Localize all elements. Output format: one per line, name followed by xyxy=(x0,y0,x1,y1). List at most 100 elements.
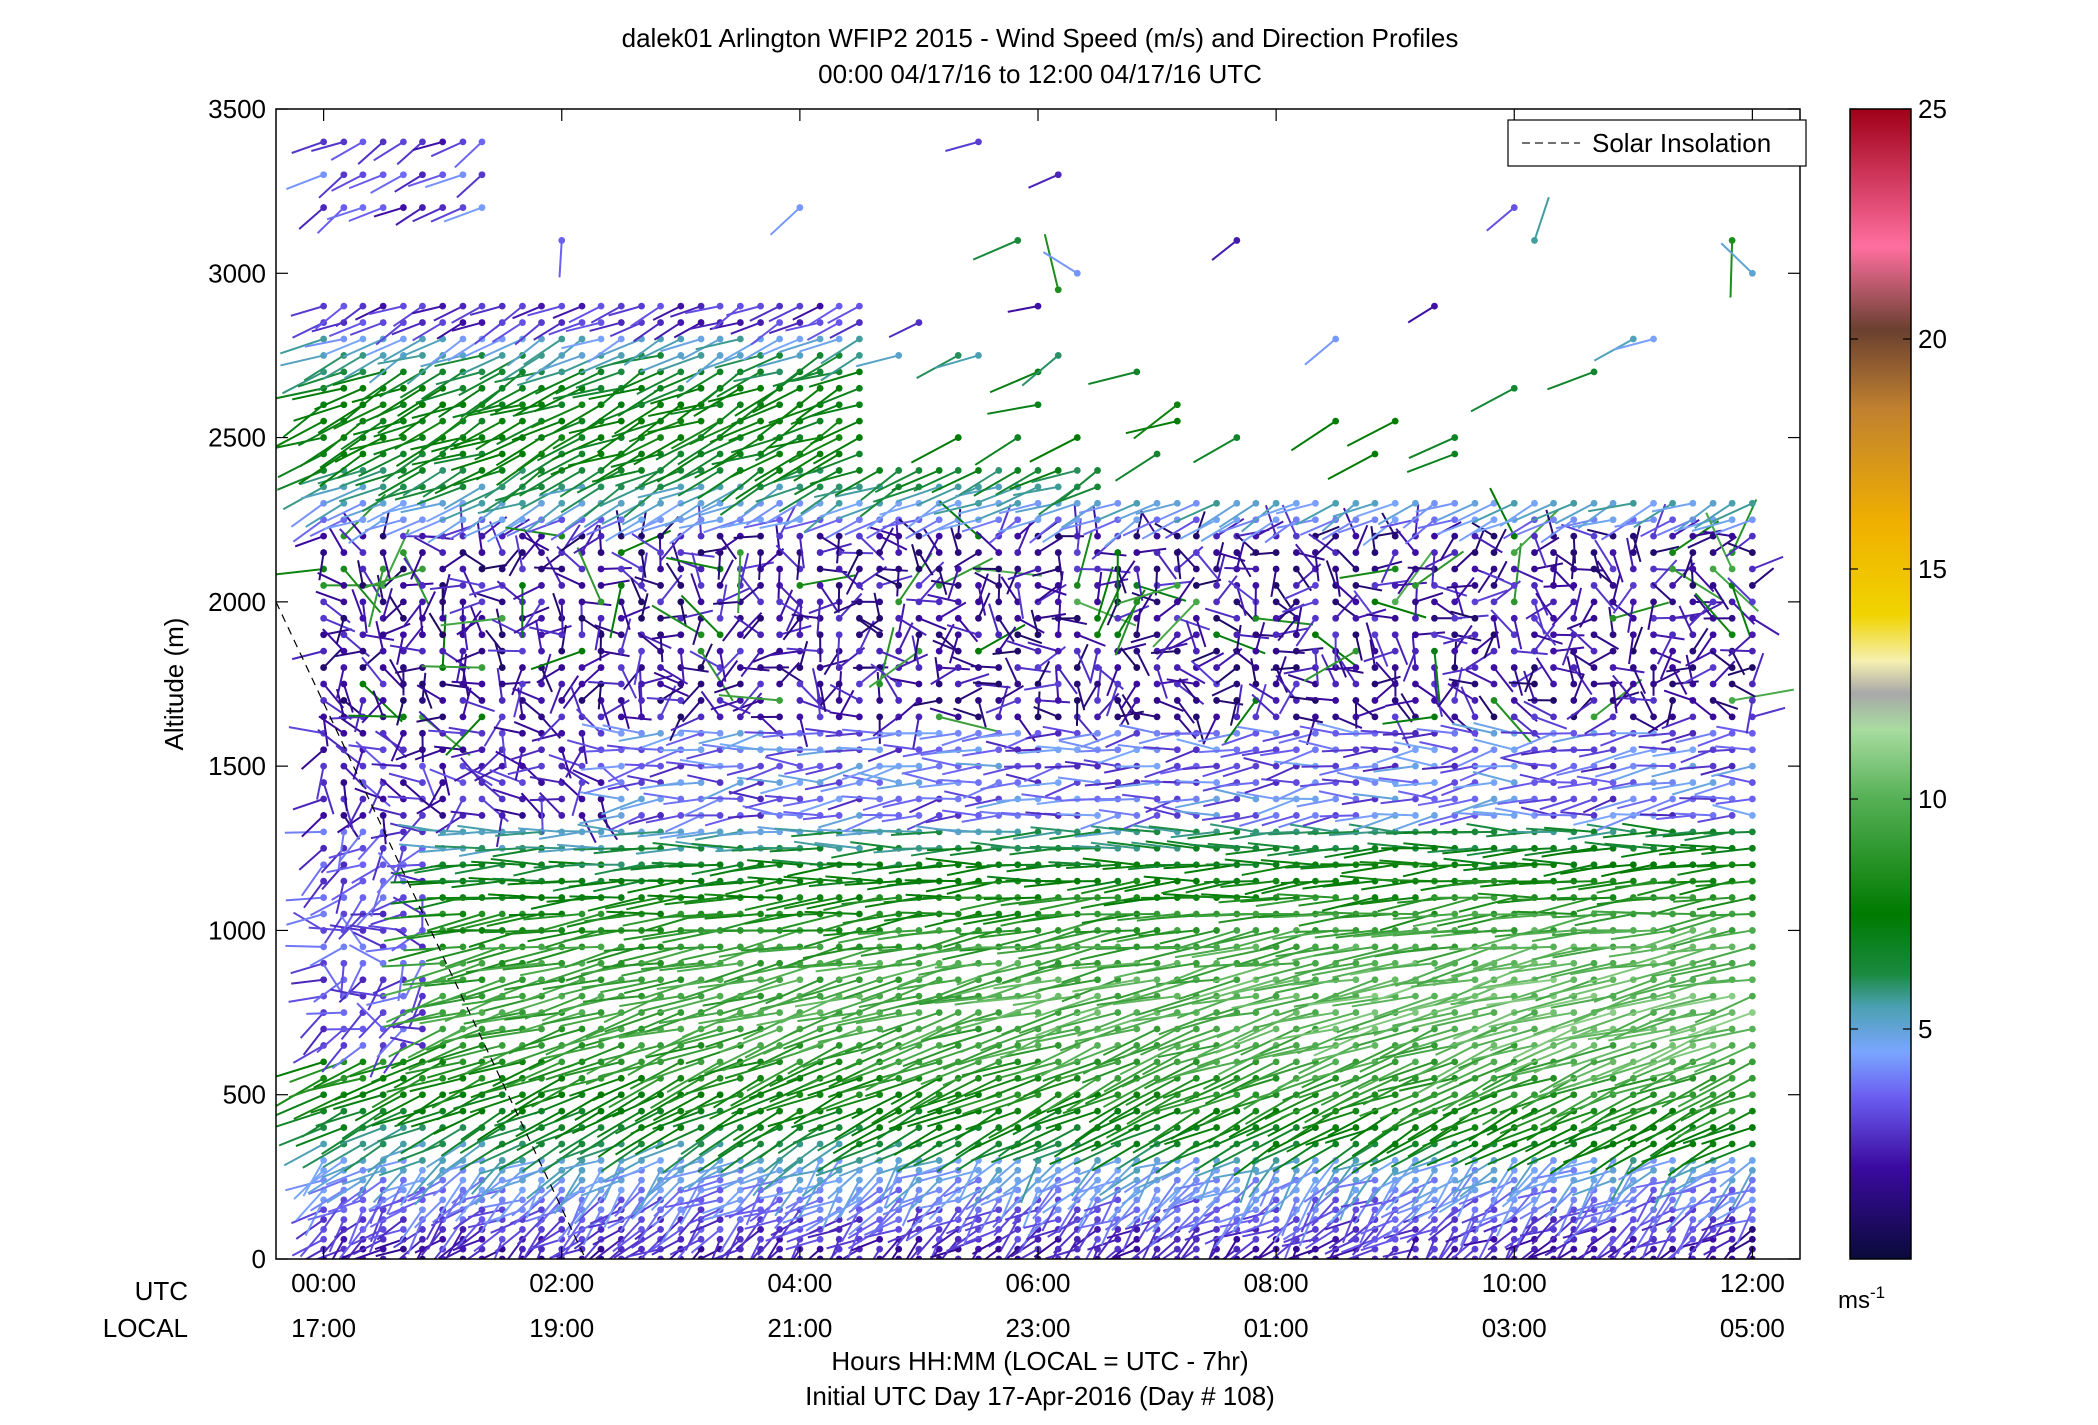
wind-barb-dot xyxy=(1094,647,1101,655)
wind-barb-dot xyxy=(1034,302,1042,310)
wind-barb-shaft xyxy=(606,910,661,915)
wind-barb-dot xyxy=(935,664,943,671)
wind-barb-shaft xyxy=(461,1258,463,1259)
wind-barb-dot xyxy=(736,384,744,392)
wind-barb-dot xyxy=(578,499,586,507)
wind-barb-dot xyxy=(617,417,625,425)
wind-barb-dot xyxy=(895,467,903,474)
wind-barb-dot xyxy=(1054,976,1062,984)
wind-barb-dot xyxy=(379,352,387,359)
wind-barb-dot xyxy=(439,795,447,803)
wind-barb-dot xyxy=(498,959,506,967)
wind-barb-shaft xyxy=(537,1218,563,1245)
wind-barb-shaft xyxy=(1076,633,1106,647)
wind-barb-shaft xyxy=(302,1028,325,1056)
wind-barb-dot xyxy=(359,138,367,146)
wind-barb-dot xyxy=(1054,516,1062,524)
wind-barb-shaft xyxy=(427,782,444,809)
wind-barb-dot xyxy=(816,335,824,343)
wind-barb-dot xyxy=(399,614,407,622)
wind-barb-dot xyxy=(617,713,625,721)
wind-barb-shaft xyxy=(317,729,345,751)
wind-barb-shaft xyxy=(292,798,324,811)
wind-barb-shaft xyxy=(530,650,583,671)
wind-barb-shaft xyxy=(443,1011,503,1040)
wind-barb-dot xyxy=(558,894,566,901)
wind-barb-dot xyxy=(399,204,407,211)
wind-barb-shaft xyxy=(897,1258,899,1259)
wind-barb-dot xyxy=(439,959,447,967)
wind-barb-shaft xyxy=(651,633,681,640)
wind-barb-shaft xyxy=(290,502,325,528)
wind-barb-shaft xyxy=(514,321,543,346)
wind-barb-shaft xyxy=(429,584,464,591)
wind-barb-dot xyxy=(954,713,962,721)
wind-barb-dot xyxy=(340,943,348,951)
wind-barb-dot xyxy=(915,582,923,589)
wind-barb-dot xyxy=(796,204,804,211)
wind-barb-shaft xyxy=(377,469,423,497)
wind-barb-shaft xyxy=(580,1169,602,1208)
wind-barb-shaft xyxy=(641,633,672,650)
wind-barb-dot xyxy=(716,779,724,786)
wind-barb-dot xyxy=(1034,549,1042,556)
wind-barb-shaft xyxy=(373,141,404,162)
wind-barb-shaft xyxy=(629,1060,682,1090)
wind-barb-shaft xyxy=(627,1044,682,1077)
wind-barb-shaft xyxy=(554,1110,602,1140)
wind-barb-dot xyxy=(340,877,348,885)
wind-barb-shaft xyxy=(285,944,324,948)
wind-barb-shaft xyxy=(448,726,483,735)
wind-barb-shaft xyxy=(540,354,583,372)
wind-barb-shaft xyxy=(581,617,605,634)
wind-barb-shaft xyxy=(343,1143,384,1173)
wind-barb-dot xyxy=(597,1042,605,1049)
wind-barb-dot xyxy=(320,1124,328,1131)
wind-barb-dot xyxy=(498,713,506,721)
wind-barb-dot xyxy=(359,877,367,885)
wind-barb-shaft xyxy=(798,640,809,668)
wind-barb-shaft xyxy=(440,617,503,627)
wind-barb-dot xyxy=(1054,171,1062,179)
wind-barb-dot xyxy=(478,959,486,967)
wind-barb-dot xyxy=(379,302,387,310)
wind-barb-shaft xyxy=(405,518,444,537)
wind-barb-shaft xyxy=(542,1011,602,1025)
wind-barb-dot xyxy=(379,1176,387,1184)
wind-barb-dot xyxy=(379,1255,387,1259)
wind-barb-shaft xyxy=(1096,566,1114,619)
wind-barb-dot xyxy=(578,697,586,704)
wind-barb-dot xyxy=(1073,598,1081,606)
wind-barb-shaft xyxy=(398,843,443,850)
wind-barb-shaft xyxy=(489,769,523,784)
wind-barb-dot xyxy=(419,532,426,540)
wind-barb-dot xyxy=(320,614,328,622)
wind-barb-dot xyxy=(459,467,467,474)
wind-barb-shaft xyxy=(726,765,761,776)
wind-barb-shaft xyxy=(414,1169,444,1206)
wind-barb-dot xyxy=(597,1107,605,1115)
wind-barb-shaft xyxy=(533,321,563,341)
wind-barb-dot xyxy=(835,335,843,343)
wind-barb-dot xyxy=(796,384,804,392)
wind-barb-dot xyxy=(1014,532,1022,540)
wind-barb-dot xyxy=(340,779,348,786)
wind-barb-dot xyxy=(597,729,605,737)
wind-barb-dot xyxy=(856,713,863,721)
wind-barb-dot xyxy=(935,812,943,819)
wind-barb-dot xyxy=(340,631,348,639)
wind-barb-shaft xyxy=(660,1209,682,1245)
wind-barb-shaft xyxy=(614,1126,662,1156)
wind-barb-dot xyxy=(935,467,943,474)
wind-barb-shaft xyxy=(372,1169,405,1204)
wind-barb-shaft xyxy=(508,1028,563,1055)
wind-barb-shaft xyxy=(298,453,345,485)
wind-barb-shaft xyxy=(458,681,483,702)
wind-barb-shaft xyxy=(441,765,451,796)
wind-barb-dot xyxy=(359,664,367,671)
wind-barb-dot xyxy=(995,1124,1003,1131)
wind-barb-dot xyxy=(617,368,625,376)
wind-barb-dot xyxy=(657,401,664,409)
wind-barb-dot xyxy=(340,664,348,671)
wind-barb-dot xyxy=(835,762,843,770)
